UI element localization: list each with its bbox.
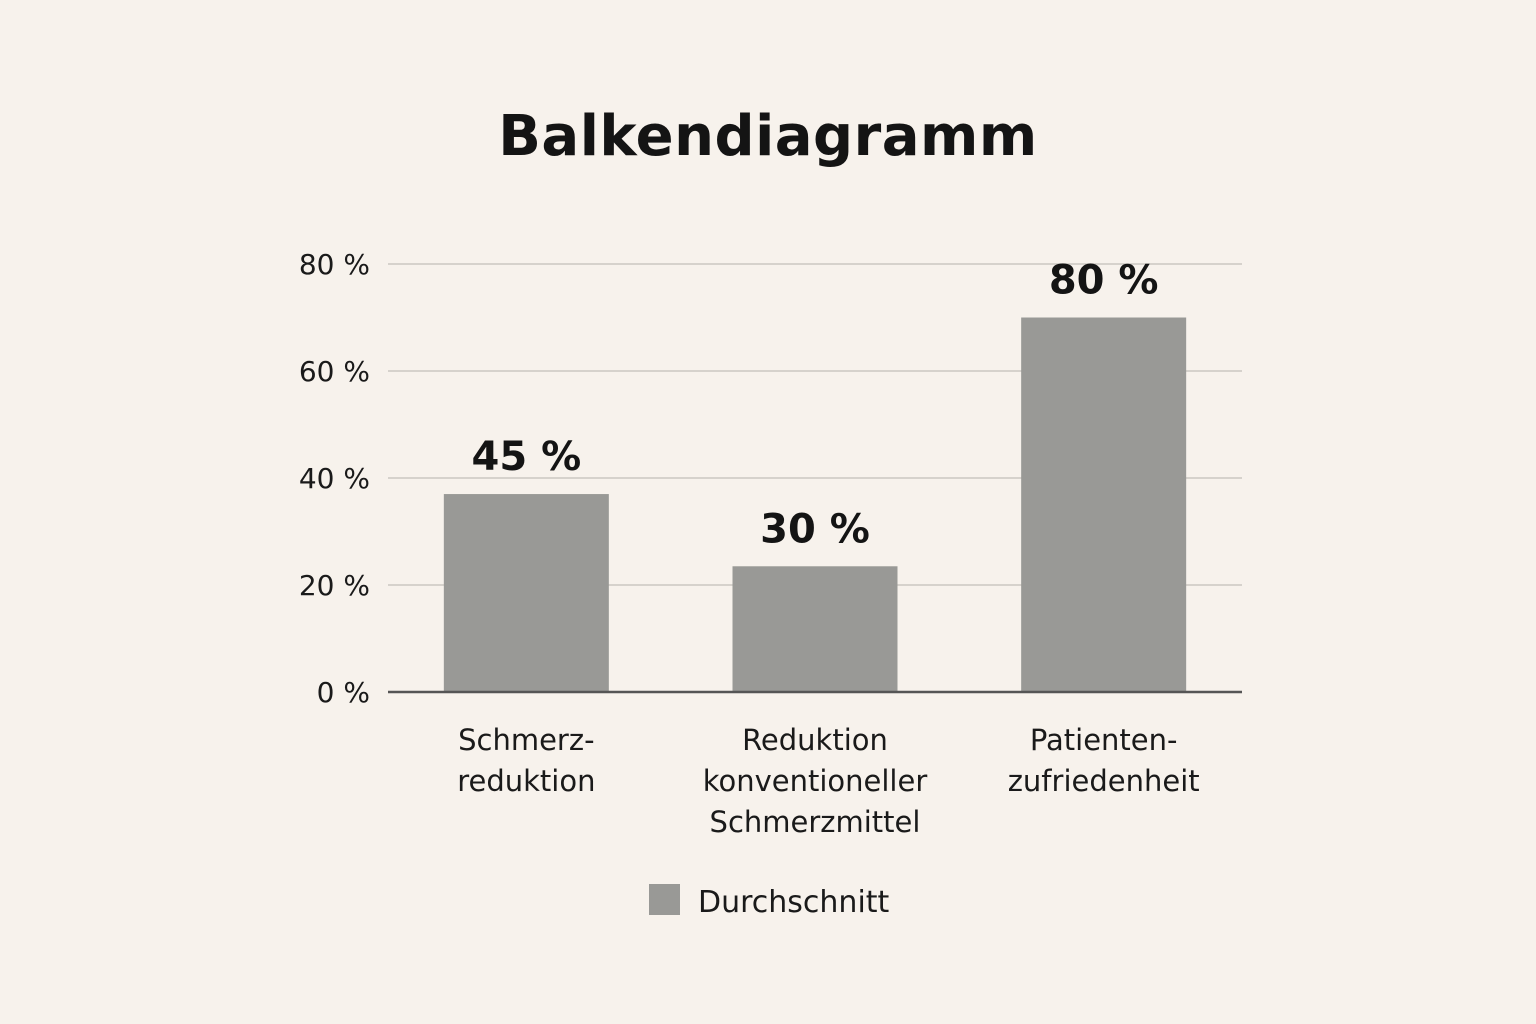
data-labels: 45 % 30 % 80 %	[471, 258, 1158, 553]
bar	[1021, 317, 1187, 692]
x-category-line: konventioneller	[703, 764, 928, 798]
x-category-label: Reduktion konventioneller Schmerzmittel	[703, 723, 928, 839]
x-axis-categories: Schmerz-reduktion Reduktion konventionelle…	[457, 723, 1199, 839]
bar-value-label: 80 %	[1049, 258, 1159, 304]
y-tick-label: 40 %	[299, 462, 370, 495]
y-tick-label: 20 %	[299, 569, 370, 602]
x-category-line: Patienten-	[1030, 723, 1178, 757]
y-tick-label: 60 %	[299, 355, 370, 388]
x-category-line: Schmerzmittel	[710, 805, 921, 839]
x-category-line: reduktion	[457, 764, 595, 798]
legend-label: Durchschnitt	[698, 885, 890, 920]
bar-value-label: 45 %	[471, 434, 581, 480]
x-category-line: Schmerz-	[458, 723, 594, 757]
bars	[443, 317, 1187, 692]
y-tick-label: 80 %	[299, 248, 370, 281]
chart-title: Balkendiagramm	[498, 104, 1038, 169]
bar-value-label: 30 %	[760, 506, 870, 552]
x-category-line: Reduktion	[742, 723, 888, 757]
x-category-label: Patienten-zufriedenheit	[1008, 723, 1200, 798]
bar	[443, 494, 609, 692]
x-category-line: zufriedenheit	[1008, 764, 1200, 798]
y-axis-ticks: 0 % 20 % 40 % 60 % 80 %	[299, 248, 370, 709]
y-tick-label: 0 %	[317, 676, 370, 709]
x-category-label: Schmerz-reduktion	[457, 723, 595, 798]
legend-swatch	[649, 884, 680, 915]
bar	[732, 566, 898, 692]
legend: Durchschnitt	[649, 884, 890, 920]
